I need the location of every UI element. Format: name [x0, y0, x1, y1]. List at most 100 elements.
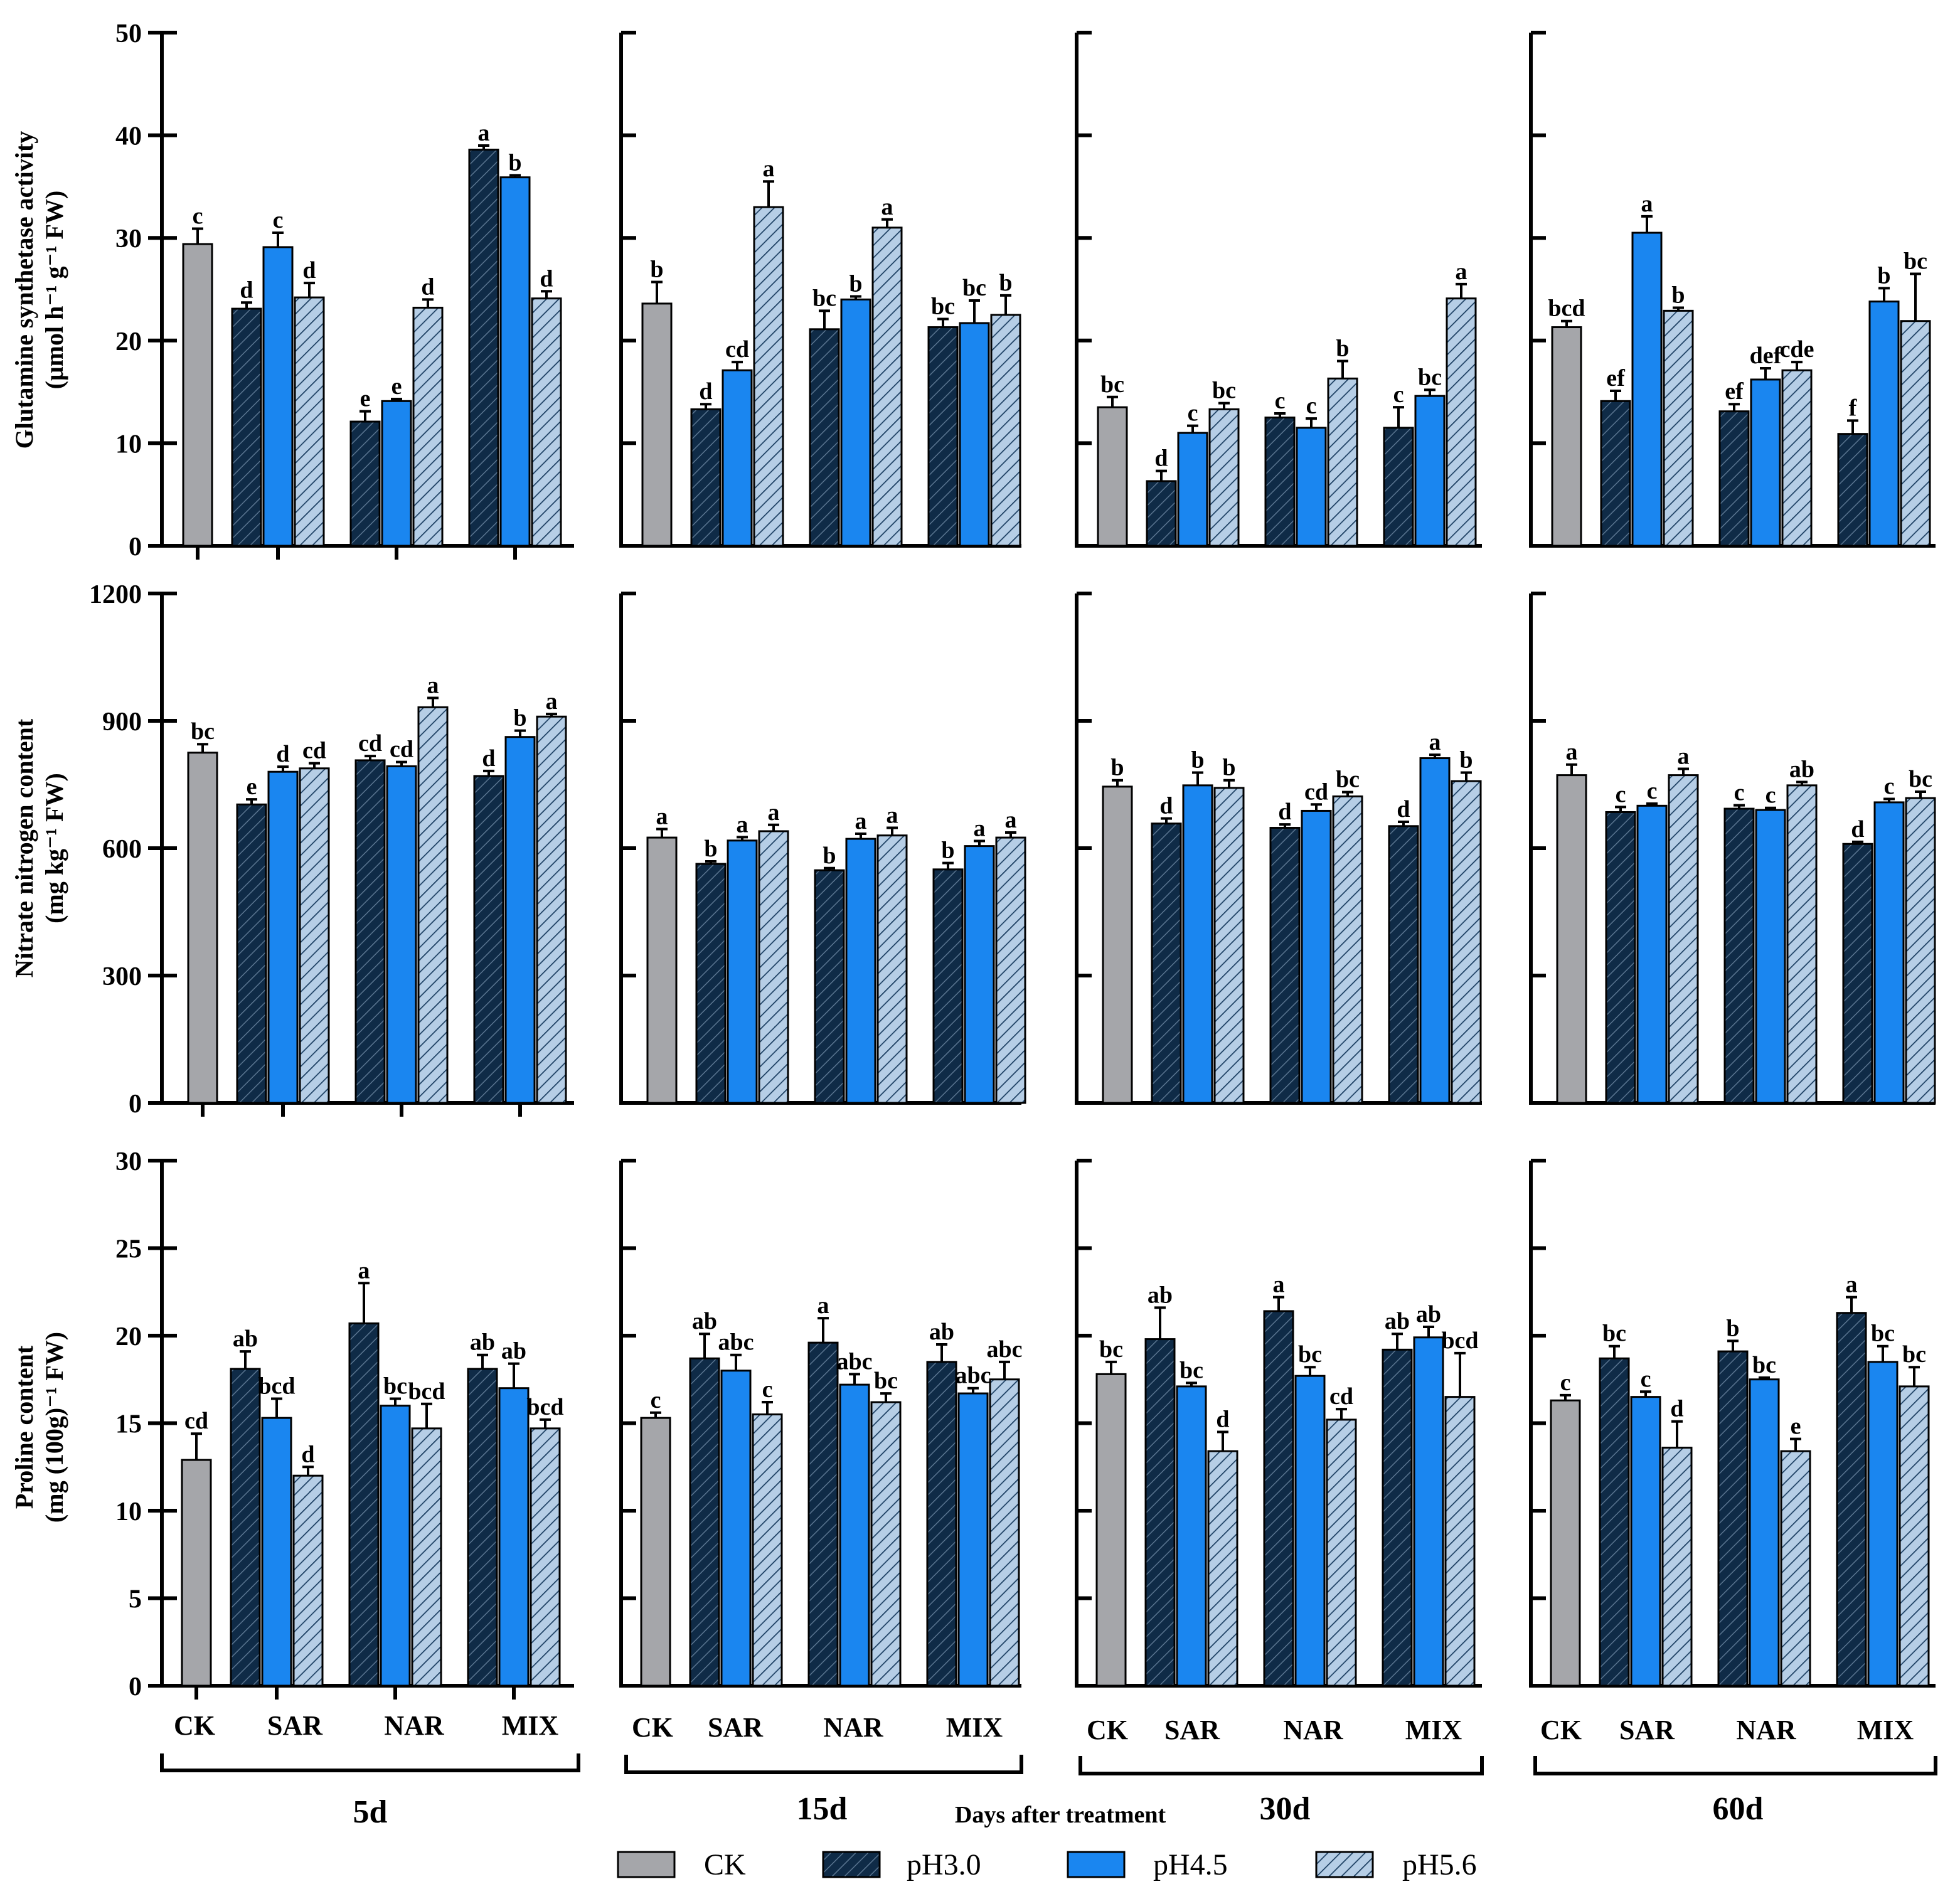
sig-letter-r0-60d-nar-ph30: ef — [1725, 378, 1744, 405]
sig-letter-r2-30d-sar-ph45: bc — [1180, 1357, 1203, 1383]
errorbar-r1-5d-ck-ck — [197, 743, 208, 753]
errorbar-r0-60d-nar-ph56 — [1791, 361, 1803, 371]
x-label-ck-30d: CK — [1087, 1715, 1128, 1745]
errorbar-r1-60d-mix-ph45 — [1883, 797, 1895, 802]
bar-r0-60d-mix-ph30 — [1837, 433, 1868, 547]
x-label-mix-5d: MIX — [502, 1710, 559, 1741]
bar-r1-5d-sar-ph56 — [299, 767, 330, 1104]
errorbar-r0-5d-sar-ph56 — [304, 282, 315, 298]
ytick-label-r1-5d-600: 600 — [102, 835, 142, 864]
bracket-15d — [624, 1755, 1023, 1774]
errorbar-r2-30d-ck-ck — [1105, 1360, 1117, 1375]
ytick-label-r2-5d-0: 0 — [129, 1673, 142, 1701]
bar-r2-30d-mix-ph45 — [1413, 1336, 1444, 1687]
legend-label-ph30: pH3.0 — [907, 1848, 981, 1881]
sig-letter-r2-60d-nar-ph56: e — [1791, 1413, 1801, 1440]
bar-r1-15d-nar-ph56 — [876, 834, 908, 1104]
bar-r0-60d-nar-ph56 — [1781, 369, 1813, 547]
bar-r0-15d-sar-ph30 — [690, 408, 722, 547]
sig-letter-r1-60d-mix-ph45: c — [1884, 774, 1895, 800]
bar-r0-30d-nar-ph45 — [1296, 427, 1327, 547]
time-label-15d: 15d — [797, 1791, 848, 1827]
bracket-30d — [1079, 1756, 1484, 1775]
bar-r2-60d-mix-ph56 — [1899, 1385, 1930, 1687]
errorbar-r2-60d-sar-ph56 — [1671, 1420, 1683, 1448]
bar-r1-30d-sar-ph30 — [1151, 822, 1182, 1104]
bar-r1-60d-sar-ph56 — [1668, 774, 1699, 1104]
sig-letter-r0-60d-ck-ck: bcd — [1548, 295, 1585, 322]
errorbar-r2-30d-mix-ph30 — [1392, 1333, 1403, 1350]
bar-r0-5d-mix-ph45 — [499, 176, 531, 547]
errorbar-r0-15d-nar-ph45 — [850, 295, 861, 300]
sig-letter-r0-5d-mix-ph56: d — [540, 265, 553, 292]
x-label-ck-60d: CK — [1540, 1715, 1582, 1745]
bar-r2-5d-mix-ph30 — [467, 1368, 498, 1687]
bar-r1-30d-nar-ph56 — [1332, 795, 1363, 1104]
errorbar-r2-5d-sar-ph45 — [271, 1397, 282, 1418]
sig-letter-r0-5d-sar-ph45: c — [273, 207, 284, 233]
errorbar-r1-30d-ck-ck — [1112, 779, 1123, 787]
bar-r2-5d-nar-ph56 — [411, 1427, 442, 1687]
sig-letter-r1-5d-ck-ck: bc — [191, 718, 215, 745]
errorbar-r1-30d-sar-ph56 — [1223, 779, 1235, 788]
errorbar-r1-15d-ck-ck — [656, 827, 668, 838]
sig-letter-r1-5d-nar-ph45: cd — [390, 737, 413, 763]
sig-letter-r0-15d-nar-ph30: bc — [812, 285, 836, 311]
bar-r2-30d-nar-ph56 — [1326, 1418, 1357, 1687]
y-title-proline-line1: Proline content — [10, 1345, 38, 1509]
errorbar-r2-15d-nar-ph45 — [849, 1373, 860, 1385]
bar-r2-5d-nar-ph45 — [380, 1405, 411, 1687]
bar-r0-5d-nar-ph30 — [349, 420, 381, 547]
bar-r2-5d-sar-ph30 — [230, 1368, 261, 1687]
sig-letter-r2-5d-nar-ph30: a — [358, 1257, 370, 1284]
time-label-5d: 5d — [353, 1794, 388, 1830]
sig-letter-r0-5d-nar-ph45: e — [391, 373, 402, 400]
errorbar-r2-60d-mix-ph30 — [1846, 1295, 1857, 1313]
sig-letter-r1-5d-mix-ph56: a — [546, 688, 558, 715]
y-axis-title-nitrate: Nitrate nitrogen content (mg kg⁻¹ FW) — [10, 718, 68, 977]
bar-r0-60d-sar-ph45 — [1631, 231, 1663, 547]
errorbar-r1-30d-mix-ph30 — [1398, 821, 1409, 826]
y-title-gs-line1: Glutamine synthetase activity — [10, 131, 38, 449]
bar-r2-60d-mix-ph30 — [1836, 1312, 1867, 1687]
sig-letter-r0-15d-ck-ck: b — [650, 257, 663, 283]
sig-letter-r0-15d-nar-ph56: a — [881, 194, 893, 220]
bar-r1-5d-nar-ph30 — [354, 759, 386, 1104]
sig-letter-r2-30d-mix-ph45: ab — [1416, 1301, 1441, 1327]
x-label-mix-15d: MIX — [946, 1712, 1003, 1743]
sig-letter-r0-5d-mix-ph45: b — [508, 149, 521, 176]
errorbar-r0-15d-ck-ck — [651, 280, 663, 304]
sig-letter-r2-5d-mix-ph30: ab — [470, 1329, 495, 1356]
errorbar-r1-60d-mix-ph30 — [1852, 840, 1863, 844]
errorbar-r0-5d-mix-ph45 — [509, 174, 521, 178]
sig-letter-r1-60d-sar-ph30: c — [1616, 781, 1626, 807]
bar-r0-15d-sar-ph45 — [722, 369, 753, 547]
bar-r1-5d-sar-ph30 — [236, 803, 267, 1104]
legend-swatch-ph56 — [1315, 1851, 1374, 1878]
sig-letter-r1-60d-ck-ck: a — [1566, 739, 1578, 765]
panel-r1-15d: aba aba aba a — [619, 592, 1026, 1105]
bar-r0-5d-sar-ph56 — [294, 296, 325, 547]
sig-letter-r2-30d-mix-ph56: bcd — [1441, 1327, 1478, 1354]
bar-r2-15d-nar-ph30 — [807, 1341, 839, 1687]
errorbar-r0-60d-mix-ph56 — [1910, 272, 1921, 321]
errorbar-r0-60d-sar-ph45 — [1641, 215, 1653, 233]
errorbar-r1-15d-sar-ph56 — [768, 823, 779, 831]
x-label-nar-30d: NAR — [1283, 1715, 1344, 1745]
errorbar-r1-5d-nar-ph45 — [396, 760, 407, 767]
errorbar-r0-5d-mix-ph30 — [478, 144, 489, 150]
bar-r2-5d-sar-ph56 — [292, 1474, 324, 1687]
bar-r2-15d-sar-ph56 — [752, 1413, 783, 1687]
bar-r2-30d-ck-ck — [1095, 1373, 1127, 1687]
bar-r2-5d-mix-ph56 — [530, 1427, 561, 1687]
bar-r0-30d-mix-ph56 — [1446, 297, 1477, 547]
sig-letter-r0-30d-nar-ph45: c — [1306, 393, 1317, 419]
bar-r0-15d-ck-ck — [641, 302, 673, 547]
bar-r1-15d-sar-ph30 — [695, 863, 727, 1104]
errorbar-r1-60d-sar-ph30 — [1615, 806, 1626, 812]
bar-r1-30d-ck-ck — [1102, 785, 1133, 1104]
bar-r2-30d-sar-ph30 — [1144, 1338, 1176, 1687]
errorbar-r2-30d-sar-ph45 — [1186, 1381, 1197, 1386]
errorbar-r1-15d-nar-ph45 — [855, 832, 866, 839]
